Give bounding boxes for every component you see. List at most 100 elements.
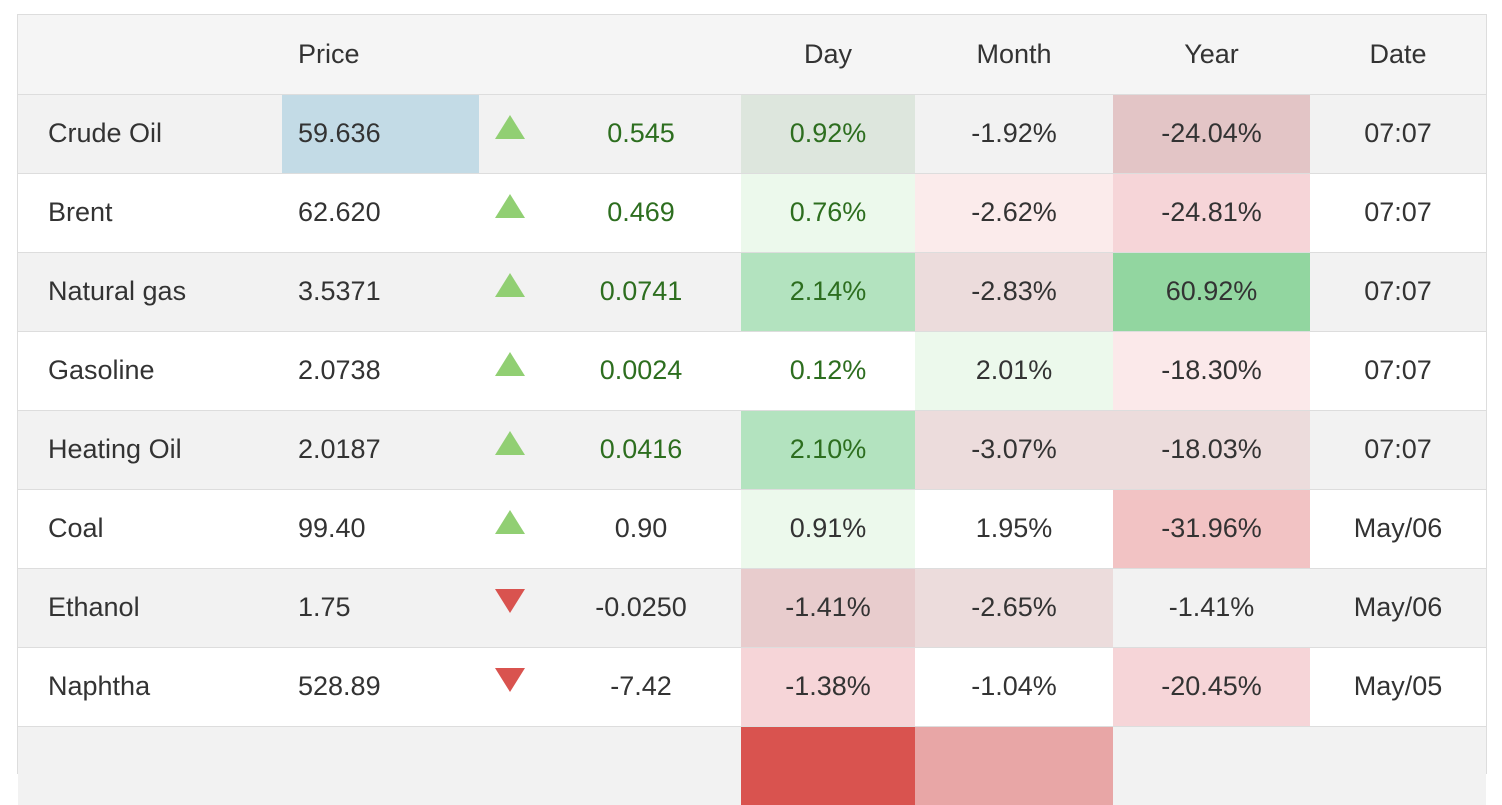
commodity-name[interactable]: Crude Oil [18,93,282,173]
up-triangle-icon [495,115,525,139]
header-name[interactable] [18,15,282,95]
date-value: May/06 [1310,488,1486,568]
date-value: 07:07 [1310,330,1486,410]
date-value: May/06 [1310,567,1486,647]
header-year[interactable]: Year [1113,15,1310,95]
commodities-table-container: Price Day Month Year Date Crude Oil 59.63… [17,14,1487,805]
month-change: -2.65% [915,567,1113,647]
price-value [282,725,479,805]
commodity-name[interactable]: Heating Oil [18,409,282,489]
month-change: -1.92% [915,93,1113,173]
month-change: 2.01% [915,330,1113,410]
year-change: -20.45% [1113,646,1310,726]
up-triangle-icon [495,352,525,376]
up-triangle-icon [495,194,525,218]
header-change[interactable] [541,15,741,95]
direction-arrow [479,488,541,568]
date-value: 07:07 [1310,251,1486,331]
day-change [741,725,915,805]
year-change: -18.30% [1113,330,1310,410]
direction-arrow [479,409,541,489]
header-month[interactable]: Month [915,15,1113,95]
up-triangle-icon [495,431,525,455]
price-value: 3.5371 [282,251,479,331]
month-change: -1.04% [915,646,1113,726]
change-value: -0.0250 [541,567,741,647]
table-row[interactable]: Naphtha 528.89 -7.42 -1.38% -1.04% -20.45% May… [18,646,1486,726]
direction-arrow [479,251,541,331]
table-row[interactable]: Brent 62.620 0.469 0.76% -2.62% -24.81% 07:07 [18,172,1486,252]
header-day[interactable]: Day [741,15,915,95]
month-change: -2.83% [915,251,1113,331]
year-change: 60.92% [1113,251,1310,331]
change-value: 0.90 [541,488,741,568]
direction-arrow [479,725,541,805]
direction-arrow [479,646,541,726]
price-value: 2.0187 [282,409,479,489]
day-change: 2.10% [741,409,915,489]
day-change: 0.92% [741,93,915,173]
price-value: 99.40 [282,488,479,568]
month-change: -3.07% [915,409,1113,489]
header-arrow [479,15,541,95]
table-row[interactable]: Natural gas 3.5371 0.0741 2.14% -2.83% 60.92%… [18,251,1486,331]
day-change: 0.91% [741,488,915,568]
table-row[interactable]: Coal 99.40 0.90 0.91% 1.95% -31.96% May/06 [18,488,1486,568]
month-change: 1.95% [915,488,1113,568]
down-triangle-icon [495,668,525,692]
change-value: 0.0416 [541,409,741,489]
commodities-table: Price Day Month Year Date Crude Oil 59.63… [18,15,1486,805]
down-triangle-icon [495,589,525,613]
price-value: 528.89 [282,646,479,726]
date-value: May/05 [1310,646,1486,726]
table-row[interactable] [18,725,1486,805]
commodity-name[interactable]: Gasoline [18,330,282,410]
day-change: 2.14% [741,251,915,331]
price-value: 62.620 [282,172,479,252]
table-row[interactable]: Ethanol 1.75 -0.0250 -1.41% -2.65% -1.41% May/… [18,567,1486,647]
year-change: -24.81% [1113,172,1310,252]
up-triangle-icon [495,273,525,297]
commodity-name[interactable]: Natural gas [18,251,282,331]
day-change: 0.12% [741,330,915,410]
commodity-name[interactable] [18,725,282,805]
table-row[interactable]: Crude Oil 59.636 0.545 0.92% -1.92% -24.04% 07… [18,93,1486,173]
day-change: -1.38% [741,646,915,726]
date-value: 07:07 [1310,172,1486,252]
day-change: -1.41% [741,567,915,647]
table-row[interactable]: Gasoline 2.0738 0.0024 0.12% 2.01% -18.30% 07:… [18,330,1486,410]
date-value: 07:07 [1310,409,1486,489]
price-value: 1.75 [282,567,479,647]
date-value: 07:07 [1310,93,1486,173]
change-value: -7.42 [541,646,741,726]
year-change: -31.96% [1113,488,1310,568]
year-change: -1.41% [1113,567,1310,647]
table-row[interactable]: Heating Oil 2.0187 0.0416 2.10% -3.07% -18.03… [18,409,1486,489]
commodity-name[interactable]: Coal [18,488,282,568]
year-change [1113,725,1310,805]
table-header-row: Price Day Month Year Date [18,15,1486,95]
change-value [541,725,741,805]
direction-arrow [479,330,541,410]
direction-arrow [479,93,541,173]
month-change [915,725,1113,805]
year-change: -24.04% [1113,93,1310,173]
change-value: 0.469 [541,172,741,252]
date-value [1310,725,1486,805]
direction-arrow [479,172,541,252]
month-change: -2.62% [915,172,1113,252]
price-value: 2.0738 [282,330,479,410]
change-value: 0.0741 [541,251,741,331]
direction-arrow [479,567,541,647]
day-change: 0.76% [741,172,915,252]
change-value: 0.0024 [541,330,741,410]
header-date[interactable]: Date [1310,15,1486,95]
header-price[interactable]: Price [282,15,479,95]
year-change: -18.03% [1113,409,1310,489]
change-value: 0.545 [541,93,741,173]
price-value: 59.636 [282,93,479,173]
commodity-name[interactable]: Ethanol [18,567,282,647]
commodity-name[interactable]: Brent [18,172,282,252]
commodity-name[interactable]: Naphtha [18,646,282,726]
up-triangle-icon [495,510,525,534]
